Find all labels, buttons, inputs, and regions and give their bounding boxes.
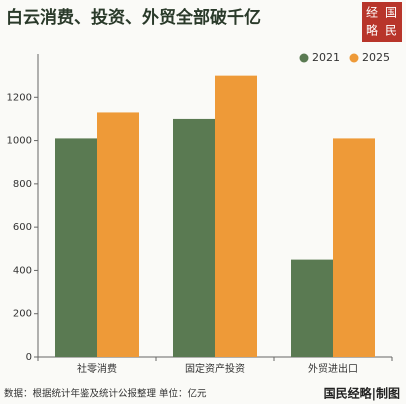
legend-label: 2021 — [312, 51, 340, 64]
legend-swatch — [299, 53, 309, 63]
chart-title: 白云消费、投资、外贸全部破千亿 — [6, 7, 261, 28]
seal-char: 国 — [385, 6, 397, 20]
seal-box — [362, 2, 402, 42]
bar — [55, 138, 97, 357]
bar — [333, 138, 375, 357]
y-tick-label: 0 — [26, 352, 32, 363]
y-tick-label: 1200 — [7, 92, 32, 103]
y-tick-label: 800 — [13, 179, 32, 190]
x-tick-label: 固定资产投资 — [185, 362, 245, 375]
seal: 经 国 略 民 — [362, 2, 402, 42]
y-tick-label: 600 — [13, 222, 32, 233]
y-tick-label: 400 — [13, 265, 32, 276]
legend-swatch — [349, 53, 359, 63]
seal-char: 经 — [366, 6, 378, 20]
x-tick-label: 外贸进出口 — [308, 362, 358, 375]
brand: 国民经略|制图 — [324, 386, 400, 401]
y-tick-label: 200 — [13, 309, 32, 320]
bar — [291, 259, 333, 357]
x-tick-label: 社零消费 — [77, 362, 117, 375]
source-note: 数据：根据统计年鉴及统计公报整理 单位：亿元 — [4, 388, 207, 400]
seal-char: 民 — [385, 24, 397, 38]
y-tick-label: 1000 — [7, 136, 32, 147]
legend-label: 2025 — [362, 51, 390, 64]
seal-char: 略 — [366, 23, 378, 38]
bar — [97, 112, 139, 357]
bar — [215, 75, 257, 358]
bar — [173, 118, 215, 357]
